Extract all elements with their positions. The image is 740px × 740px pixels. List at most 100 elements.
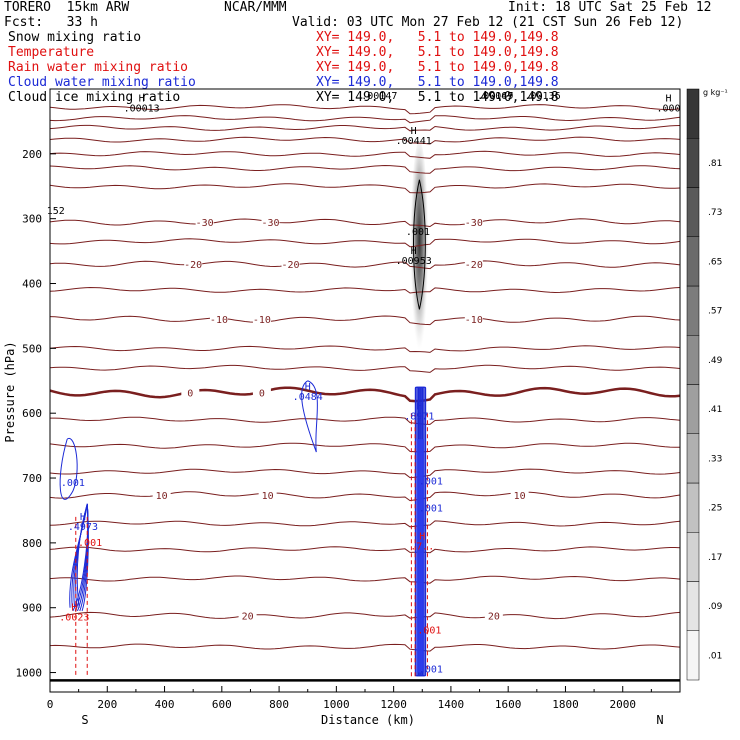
mixing-ratio-contours xyxy=(59,179,428,680)
cloud-ice-contour xyxy=(413,179,426,310)
colorbar-segment xyxy=(686,433,700,484)
x-tick-label: 1000 xyxy=(323,698,350,711)
isotherm-line xyxy=(50,104,680,115)
x-tick-label: 1800 xyxy=(552,698,579,711)
extremum-value: .8971 xyxy=(404,412,434,423)
isotherm-line xyxy=(50,468,680,479)
extremum-marker: H xyxy=(419,531,425,542)
snow-shading xyxy=(410,141,429,362)
isotherm-label: -20 xyxy=(184,260,202,271)
isotherm-line xyxy=(50,416,680,425)
colorbar-label: .09 xyxy=(708,602,723,612)
isotherm-label: -30 xyxy=(261,218,279,229)
isotherm-label: 0 xyxy=(259,388,265,399)
isotherm-label-bg xyxy=(484,609,503,621)
isotherm-line--10 xyxy=(50,315,680,326)
isotherm-line xyxy=(50,520,680,528)
axes: Distance (km) Pressure (hPa) S N 0 200 400… xyxy=(3,148,664,727)
cloud-water-contour-left xyxy=(59,438,78,500)
isotherm-line xyxy=(50,345,680,353)
x-tick-label: 400 xyxy=(155,698,175,711)
isotherm-lines: -30 -30 -30 -20 -20 -20 -10 -10 -10 0 0 10 10 10 20 20 xyxy=(50,104,680,652)
extremum-marker: H xyxy=(411,126,417,137)
colorbar-label: .49 xyxy=(708,356,723,366)
colorbar-segment xyxy=(686,187,700,237)
isotherm-line-0 xyxy=(50,386,680,403)
forecast-hour: Fcst: 33 h xyxy=(4,15,98,30)
y-tick-label: 400 xyxy=(22,278,42,291)
x-tick-label: 0 xyxy=(47,698,54,711)
cloud-water-core xyxy=(416,439,424,673)
isotherm-label: -30 xyxy=(465,218,483,229)
isotherm-label-bg xyxy=(238,609,257,621)
field-xy-rain: XY= 149.0, 5.1 to 149.0,149.8 xyxy=(316,60,559,75)
colorbar-label: .65 xyxy=(708,257,722,267)
isotherm-line-10 xyxy=(50,491,680,502)
isotherm-label: 0 xyxy=(187,388,193,399)
chart-header: TORERO 15km ARW NCAR/MMM Init: 18 UTC Sa… xyxy=(0,0,740,110)
extremum-value: .001 xyxy=(417,626,441,637)
colorbar-segment xyxy=(686,335,700,385)
isotherm-line xyxy=(50,183,680,194)
x-tick-label: 200 xyxy=(97,698,117,711)
extremum-marker: H xyxy=(411,246,417,257)
isotherm-label: 10 xyxy=(156,491,168,502)
colorbar-segment xyxy=(686,138,700,188)
y-axis-label: Pressure (hPa) xyxy=(3,341,17,442)
init-time: Init: 18 UTC Sat 25 Feb 12 xyxy=(508,0,712,15)
isotherm-label-bg xyxy=(181,386,200,398)
colorbar-label: .17 xyxy=(708,553,722,563)
field-xy-cloud-water: XY= 149.0, 5.1 to 149.0,149.8 xyxy=(316,75,559,90)
extremum-value: .001 xyxy=(406,227,430,238)
extremum-marker: H xyxy=(71,603,77,614)
extremum-value: .001 xyxy=(78,538,102,549)
contour-labels: H.00013H.000H.00441.001H.00953152H.0484H… xyxy=(47,91,681,676)
colorbar-label: .57 xyxy=(708,307,722,317)
isotherm-label: -10 xyxy=(253,315,271,326)
isotherm-line xyxy=(50,442,680,453)
extremum-marker: H xyxy=(80,512,86,523)
colorbar-label: .01 xyxy=(708,651,722,661)
extremum-value: .00441 xyxy=(396,136,432,147)
org-label: NCAR/MMM xyxy=(224,0,287,15)
isotherm-label: -10 xyxy=(465,315,483,326)
isotherm-label: 20 xyxy=(242,611,254,622)
colorbar-label: .33 xyxy=(708,454,722,464)
top-contour-label: .00147 xyxy=(361,91,397,102)
isotherm-label-bg xyxy=(258,488,277,500)
extremum-value: .001 xyxy=(61,478,85,489)
isotherm-label: -20 xyxy=(282,260,300,271)
isotherm-line xyxy=(50,286,680,294)
isotherm-label-bg xyxy=(252,386,271,398)
isotherm-line xyxy=(50,150,680,159)
x-axis-left-end: S xyxy=(81,713,88,727)
y-tick-label: 800 xyxy=(22,537,42,550)
x-tick-label: 2000 xyxy=(609,698,636,711)
colorbar-label: .41 xyxy=(708,405,722,415)
colorbar-segment xyxy=(686,630,700,681)
isotherm-label-bg xyxy=(184,258,203,270)
extremum-value: .001 xyxy=(419,477,443,488)
x-axis-label: Distance (km) xyxy=(321,713,415,727)
extremum-marker: H xyxy=(139,94,145,105)
colorbar-label: .73 xyxy=(708,208,722,218)
isotherm-line xyxy=(50,546,680,554)
isotherm-line xyxy=(50,575,680,584)
isotherm-label-bg xyxy=(209,313,228,325)
colorbar-segment xyxy=(686,236,700,287)
top-contour-label: .00147 xyxy=(477,91,513,102)
isotherm-label: 10 xyxy=(262,491,274,502)
extremum-value: .00013 xyxy=(124,104,160,115)
extremum-marker: H xyxy=(305,382,311,393)
isotherm-line--30 xyxy=(50,218,680,228)
isotherm-line--20 xyxy=(50,260,680,270)
isotherm-label-bg xyxy=(152,488,171,500)
extremum-value: .001 xyxy=(419,504,443,515)
colorbar-segment xyxy=(686,581,700,631)
model-title: TORERO 15km ARW xyxy=(4,0,130,15)
isotherm-line xyxy=(50,124,680,132)
colorbar-segment xyxy=(686,88,700,139)
extremum-marker: H xyxy=(666,94,672,105)
field-xy-snow: XY= 149.0, 5.1 to 149.0,149.8 xyxy=(316,30,559,45)
